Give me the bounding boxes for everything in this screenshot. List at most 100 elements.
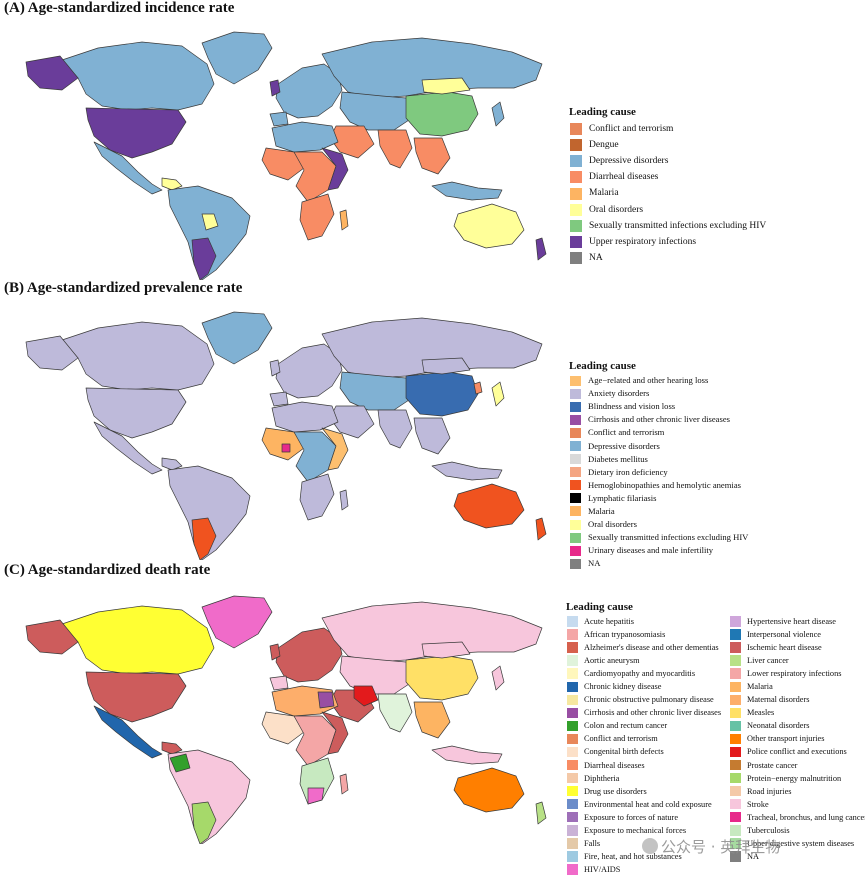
region-madagascar xyxy=(339,489,349,511)
legend-item: Aortic aneurysm xyxy=(566,654,731,667)
region-canada xyxy=(61,41,215,111)
legend-item: Exposure to mechanical forces xyxy=(566,824,731,837)
region-greenland xyxy=(201,595,273,649)
region-north-africa xyxy=(271,401,339,433)
region-central-am xyxy=(161,177,183,191)
region-north-africa xyxy=(271,121,339,153)
legend-item: Cardiomyopathy and myocarditis xyxy=(566,667,731,680)
legend-item: Upper respiratory infections xyxy=(569,234,766,250)
legend-item: Stroke xyxy=(729,797,865,811)
legend-label: Conflict and terrorism xyxy=(588,427,665,438)
legend-swatch xyxy=(569,374,582,387)
region-iran xyxy=(353,685,379,707)
legend-swatch xyxy=(569,138,583,153)
panel-title: (A) Age-standardized incidence rate xyxy=(4,0,235,16)
legend-label: Cirrhosis and other chronic liver diseas… xyxy=(588,414,730,425)
legend-swatch xyxy=(566,745,579,759)
legend-item: Prostate cancer xyxy=(729,758,865,772)
region-india xyxy=(377,129,413,169)
region-uk xyxy=(269,643,281,661)
region-east-africa xyxy=(321,427,349,471)
legend-label: Road injuries xyxy=(747,786,792,796)
legend-swatch xyxy=(566,615,579,628)
region-new-zealand xyxy=(535,517,547,541)
wechat-icon xyxy=(642,838,658,854)
region-indonesia xyxy=(431,461,503,481)
region-east-africa xyxy=(321,147,349,191)
legend-item: Colon and rectum cancer xyxy=(566,719,731,733)
legend-swatch xyxy=(569,202,583,217)
legend-label: Interpersonal violence xyxy=(747,630,821,640)
region-australia xyxy=(453,767,525,813)
legend-label: Blindness and vision loss xyxy=(588,401,676,412)
legend-label: Tuberculosis xyxy=(747,825,790,835)
legend-swatch xyxy=(569,505,582,518)
legend-label: Neonatal disorders xyxy=(747,721,810,731)
region-central-am xyxy=(161,457,183,471)
legend-item: Dietary iron deficiency xyxy=(569,466,748,479)
legend-item: Neonatal disorders xyxy=(729,719,865,733)
legend-label: Diphtheria xyxy=(584,773,620,783)
region-central-africa xyxy=(293,715,337,767)
region-uk xyxy=(269,79,281,97)
legend-item: Diarrheal diseases xyxy=(566,758,731,772)
legend-swatch xyxy=(569,186,583,201)
region-argentina xyxy=(191,237,217,280)
legend-swatch xyxy=(569,154,583,169)
region-canada xyxy=(61,605,215,675)
legend-item: Police conflict and executions xyxy=(729,745,865,759)
legend-label: Lymphatic filariasis xyxy=(588,492,657,503)
legend-swatch xyxy=(569,234,583,249)
legend-label: Hypertensive heart disease xyxy=(747,617,836,627)
legend-item: Cirrhosis and other chronic liver diseas… xyxy=(566,706,731,720)
legend-label: Oral disorders xyxy=(588,519,637,530)
panel-title: (C) Age-standardized death rate xyxy=(4,562,211,578)
legend-label: Congenital birth defects xyxy=(584,747,664,757)
region-southern-africa xyxy=(299,473,335,521)
legend-label: Conflict and terrorism xyxy=(589,124,674,135)
legend-swatch xyxy=(729,771,742,785)
legend-swatch xyxy=(566,863,579,876)
legend-swatch xyxy=(729,810,742,824)
panel-title: (B) Age-standardized prevalence rate xyxy=(4,280,243,296)
legend-item: Dengue xyxy=(569,137,766,153)
region-greenland xyxy=(201,311,273,365)
legend-swatch xyxy=(569,170,583,185)
legend-label: Upper digestive system diseases xyxy=(747,838,855,848)
legend-swatch xyxy=(729,680,742,693)
legend-item: Tuberculosis xyxy=(729,824,865,837)
legend-title: Leading cause xyxy=(569,360,636,372)
region-mexico xyxy=(93,705,163,759)
region-central-asia xyxy=(339,655,413,695)
legend-label: NA xyxy=(589,252,603,263)
legend-label: Dietary iron deficiency xyxy=(588,466,668,477)
legend-swatch xyxy=(569,518,582,531)
region-australia xyxy=(453,203,525,249)
legend-swatch xyxy=(569,387,582,400)
region-indonesia xyxy=(431,181,503,201)
legend-label: Cardiomyopathy and myocarditis xyxy=(584,669,696,679)
world-map-prevalence xyxy=(25,311,547,560)
region-alaska xyxy=(25,335,79,371)
region-mongolia xyxy=(421,641,471,659)
legend-swatch xyxy=(729,784,742,798)
legend-swatch xyxy=(569,413,582,426)
region-central-asia xyxy=(339,371,413,411)
legend-swatch xyxy=(566,837,579,850)
region-mexico xyxy=(93,141,163,195)
region-china xyxy=(405,371,479,417)
legend-title: Leading cause xyxy=(569,106,636,118)
legend-label: Malaria xyxy=(747,682,773,692)
legend-item: Hypertensive heart disease xyxy=(729,615,865,628)
region-southern-africa xyxy=(299,193,335,241)
legend-item: Diabetes mellitus xyxy=(569,453,748,466)
legend-label: Malaria xyxy=(589,188,619,199)
legend-swatch xyxy=(729,824,742,837)
legend-label: Cirrhosis and other chronic liver diseas… xyxy=(584,708,722,718)
legend-item: Lymphatic filariasis xyxy=(569,492,748,505)
region-usa xyxy=(85,671,187,723)
legend-item: Exposure to forces of nature xyxy=(566,810,731,824)
legend-swatch xyxy=(566,850,579,863)
legend-label: Urinary diseases and male infertility xyxy=(588,545,714,556)
legend-item: Blindness and vision loss xyxy=(569,400,748,413)
